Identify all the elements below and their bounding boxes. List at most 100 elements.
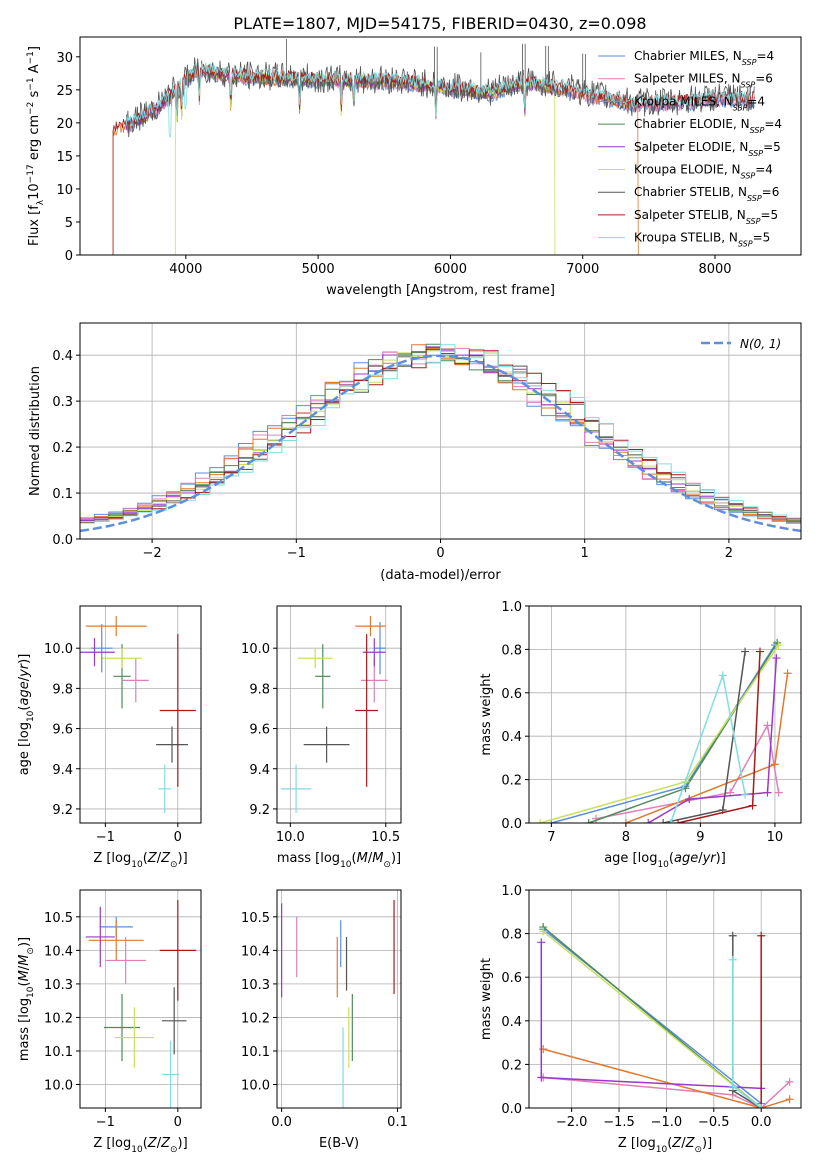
weight-marker (757, 931, 766, 940)
y-tick-label: 0.0 (501, 817, 522, 832)
panel-mass_vs_Z: −1 0 10.0 10.1 10.2 10.3 10.4 10.5 Z [log10(Z/Z⊙… (17, 889, 202, 1155)
y-tick-label: 0 (65, 249, 73, 264)
panel-weights_vs_age: 7 8 9 10 0.0 0.2 0.4 0.6 0.8 1.0 age [log10(age/yr… (479, 600, 802, 870)
weight-marker (536, 819, 545, 823)
plot-area (537, 923, 794, 1108)
x-tick-label: 2 (725, 546, 733, 561)
x-axis-label: E(B-V) (319, 1136, 359, 1151)
panel-residuals: −2 −1 0 1 2 0.0 0.1 0.2 0.3 0.4 (data-model)/error… (28, 322, 802, 583)
weight-marker (728, 1082, 737, 1091)
errorbar-kroupa-miles (85, 616, 147, 637)
errorbar-chabrier-stelib (161, 987, 187, 1055)
y-tick-label: 9.6 (249, 723, 270, 738)
y-tick-label: 9.6 (52, 723, 73, 738)
legend-label: Kroupa ELODIE, NSSP=4 (634, 163, 773, 181)
weight-marker (537, 1073, 546, 1082)
errorbar-kroupa-miles (355, 616, 386, 637)
weight-marker (728, 955, 737, 964)
weight-marker (772, 654, 781, 663)
errorbar-salpeter-miles (105, 936, 146, 984)
x-tick-label: −2 (143, 546, 162, 561)
y-tick-label: 0.1 (52, 487, 73, 502)
y-tick-label: 10.0 (44, 642, 73, 657)
panel-age_vs_Z: −1 0 9.2 9.4 9.6 9.8 10.0 Z [log10(Z/Z⊙)] age [l… (17, 605, 202, 870)
x-tick-label: −1.5 (603, 1115, 635, 1130)
weight-marker (774, 788, 783, 797)
errorbar-kroupa-elodie (102, 648, 142, 669)
x-tick-label: −1 (96, 830, 115, 845)
gaussian-legend-label: N(0, 1) (740, 337, 781, 351)
y-tick-label: 10.5 (44, 911, 73, 926)
y-axis-label: mass [log10(M/M⊙)] (17, 937, 36, 1061)
y-tick-label: 10.0 (44, 1079, 73, 1094)
y-tick-label: 0.3 (52, 395, 73, 410)
x-tick-label: 4000 (169, 262, 202, 277)
x-tick-label: 0.0 (271, 1115, 292, 1130)
x-tick-label: 9 (696, 830, 704, 845)
errorbar-salpeter-stelib (355, 634, 379, 787)
y-tick-label: 1.0 (501, 884, 522, 899)
x-tick-label: −2.0 (556, 1115, 588, 1130)
errorbar-kroupa-miles (88, 920, 144, 961)
errorbar-salpeter-miles (122, 658, 149, 703)
legend-label: Chabrier STELIB, NSSP=6 (634, 185, 779, 203)
plot-area (280, 616, 388, 813)
errorbar-kroupa-elodie (114, 1007, 154, 1068)
x-tick-label: 0 (436, 546, 444, 561)
legend-label: Kroupa MILES, NSSP=4 (634, 94, 765, 112)
x-tick-label: 8000 (698, 262, 731, 277)
x-tick-label: 7 (547, 830, 555, 845)
weight-line-kroupa-stelib (732, 959, 762, 1108)
weight-marker (757, 1104, 766, 1108)
y-tick-label: 0.6 (501, 687, 522, 702)
y-tick-label: 9.2 (52, 803, 73, 818)
weight-marker (537, 938, 546, 947)
x-tick-label: −1 (96, 1115, 115, 1130)
weight-marker (785, 1095, 794, 1104)
y-tick-label: 10.2 (241, 1011, 270, 1026)
axes-frame (528, 889, 802, 1109)
weight-marker (774, 641, 783, 650)
errorbar-chabrier-elodie (315, 644, 331, 709)
y-tick-label: 9.8 (52, 682, 73, 697)
y-tick-label: 9.2 (249, 803, 270, 818)
y-tick-label: 0.6 (501, 971, 522, 986)
weight-line-chabrier-elodie (588, 642, 778, 823)
legend-label: Chabrier ELODIE, NSSP=4 (634, 117, 782, 135)
weight-line-salpeter-elodie (647, 658, 778, 823)
weight-line-kroupa-elodie (542, 930, 762, 1108)
weight-marker (741, 647, 750, 656)
y-tick-label: 0.8 (501, 928, 522, 943)
y-tick-label: 10.2 (44, 1011, 73, 1026)
y-axis-label: mass weight (479, 958, 494, 1040)
x-axis-label: Z [log10(Z/Z⊙)] (618, 1136, 712, 1155)
y-tick-label: 9.4 (249, 763, 270, 778)
errorbar-salpeter-elodie (85, 906, 115, 968)
panel-mass_vs_ebv: 0.0 0.1 10.0 10.1 10.2 10.3 10.4 10.5 E(B-V) (241, 889, 408, 1151)
y-tick-label: 9.8 (249, 682, 270, 697)
weight-marker (748, 801, 757, 810)
plot-area (281, 900, 395, 1108)
x-axis-label: Z [log10(Z/Z⊙)] (93, 1136, 187, 1155)
x-tick-label: 0.1 (387, 1115, 408, 1130)
weight-marker (659, 819, 668, 823)
y-tick-label: 5 (65, 216, 73, 231)
gaussian-curve (80, 354, 801, 533)
y-tick-label: 0.2 (501, 1058, 522, 1073)
y-tick-label: 0.0 (52, 533, 73, 548)
spectrum-line-kroupa-stelib (125, 62, 755, 138)
x-tick-label: 0.0 (751, 1115, 772, 1130)
y-axis-label: Normed distribution (28, 366, 43, 496)
weight-marker (644, 819, 653, 823)
y-tick-label: 10.4 (44, 944, 73, 959)
plot-area (85, 900, 196, 1108)
y-tick-label: 10.5 (241, 911, 270, 926)
legend-label: Salpeter MILES, NSSP=6 (634, 72, 773, 90)
x-tick-label: 10.0 (276, 830, 305, 845)
legend: Chabrier MILES, NSSP=4 Salpeter MILES, NS… (598, 49, 782, 248)
y-tick-label: 10.3 (44, 978, 73, 993)
weight-marker (770, 760, 779, 769)
y-tick-label: 10.1 (44, 1045, 73, 1060)
y-axis-label: Flux [fλ10−17 erg cm−2 s−1 A−1] (26, 46, 46, 246)
